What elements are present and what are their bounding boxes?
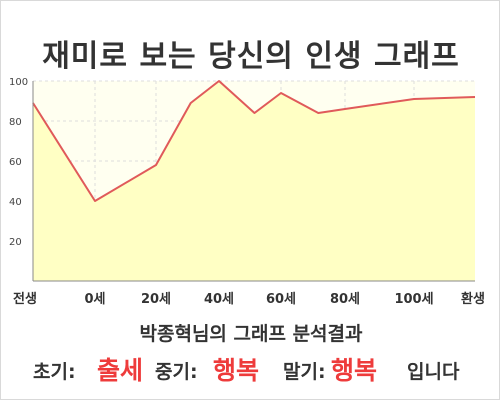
ending-text: 입니다 [407, 361, 460, 383]
mid-label: 중기: [155, 361, 198, 383]
x-tick-label: 20세 [141, 292, 171, 307]
life-graph-chart: 20 40 60 80 100 전생 0세 20세 40세 60세 80세 100세 환생 [9, 77, 485, 307]
early-label: 초기: [33, 361, 76, 383]
analysis-summary: 초기: 출세 중기: 행복 말기: 행복 입니다 [1, 347, 500, 387]
mid-value: 행복 [213, 356, 260, 385]
y-tick-label: 80 [9, 117, 22, 128]
y-tick-label: 40 [9, 197, 22, 208]
analysis-title: 박종혁님의 그래프 분석결과 [139, 323, 363, 345]
y-tick-label: 20 [9, 237, 22, 248]
late-value: 행복 [331, 356, 378, 385]
x-tick-label: 전생 [13, 291, 37, 307]
x-tick-label: 40세 [204, 292, 234, 307]
x-tick-label: 100세 [394, 292, 433, 307]
y-tick-label: 60 [9, 157, 22, 168]
x-tick-label: 0세 [84, 292, 105, 307]
x-tick-label: 환생 [461, 291, 485, 307]
y-tick-label: 100 [9, 77, 28, 88]
life-line [32, 80, 476, 202]
chart-title: 재미로 보는 당신의 인생 그래프 [42, 39, 460, 74]
life-area-fill [33, 81, 475, 281]
x-tick-label: 60세 [266, 292, 296, 307]
late-label: 말기: [283, 361, 326, 383]
x-tick-label: 80세 [330, 292, 360, 307]
early-value: 출세 [97, 356, 144, 385]
